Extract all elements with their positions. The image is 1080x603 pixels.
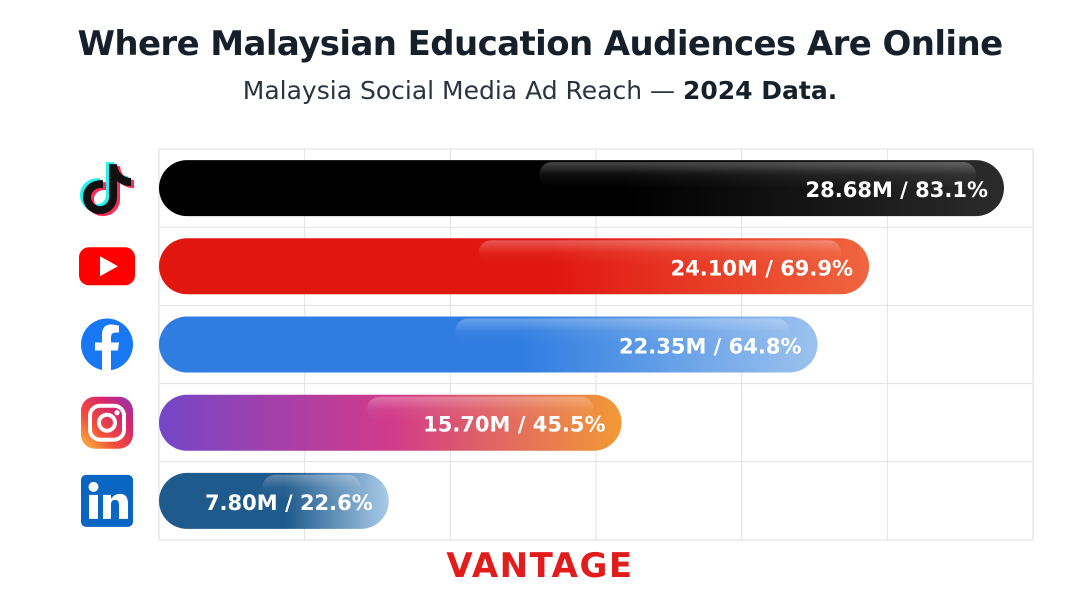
brand-logo: VANTAGE xyxy=(446,546,634,586)
facebook-icon xyxy=(81,318,133,371)
bar-highlight xyxy=(455,318,790,344)
bar-highlight xyxy=(539,162,976,188)
linkedin-icon xyxy=(81,474,133,527)
tiktok-icon xyxy=(80,162,134,217)
data-label: 22.35M / 64.8% xyxy=(619,335,801,359)
subtitle-text: Malaysia Social Media Ad Reach — xyxy=(242,76,683,105)
youtube-icon xyxy=(79,247,135,286)
data-label: 15.70M / 45.5% xyxy=(423,413,605,437)
chart-title: Where Malaysian Education Audiences Are … xyxy=(77,24,1003,64)
bar-highlight xyxy=(367,396,594,422)
bars xyxy=(159,160,1004,529)
data-label: 7.80M / 22.6% xyxy=(205,491,373,515)
subtitle-year: 2024 Data. xyxy=(682,76,838,105)
data-labels: 28.68M / 83.1% 24.10M / 69.9% 22.35M / 64.… xyxy=(205,178,988,515)
platform-icons xyxy=(79,162,135,527)
data-label: 24.10M / 69.9% xyxy=(671,256,853,280)
instagram-icon xyxy=(81,396,133,449)
bar-highlight xyxy=(478,240,842,266)
chart-subtitle: Malaysia Social Media Ad Reach — 2024 Da… xyxy=(0,76,1080,105)
data-label: 28.68M / 83.1% xyxy=(806,178,988,202)
bar-highlight xyxy=(262,474,361,501)
